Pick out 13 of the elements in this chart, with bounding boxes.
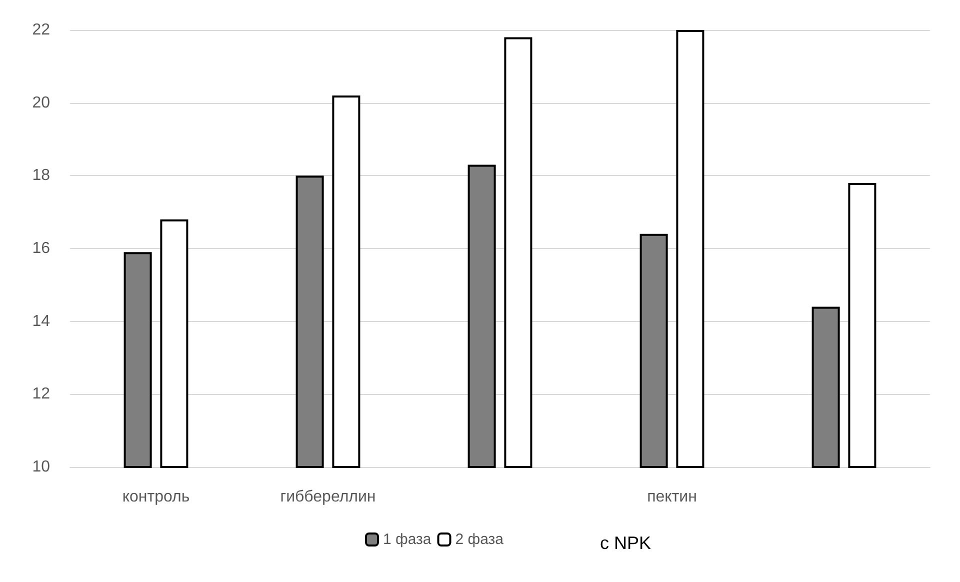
legend-label: 2 фаза — [455, 531, 504, 548]
x-tick-label: пектин — [647, 488, 697, 506]
y-tick-label: 14 — [32, 312, 50, 330]
y-tick-label: 20 — [32, 94, 50, 112]
y-tick-label: 18 — [32, 167, 50, 184]
x-tick-label: гиббереллин — [280, 488, 376, 506]
text: с NPK — [600, 533, 652, 553]
y-tick-label: 16 — [32, 240, 50, 257]
x-tick-label: контроль — [122, 488, 190, 506]
y-tick-label: 10 — [32, 458, 50, 476]
y-tick-label: 22 — [32, 22, 50, 38]
y-tick-label: 12 — [32, 386, 50, 403]
legend-label: 1 фаза — [383, 531, 432, 548]
